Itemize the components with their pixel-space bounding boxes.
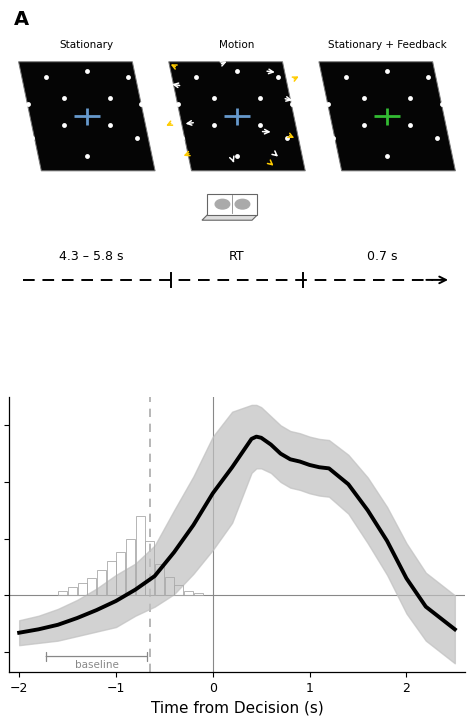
Bar (58, 591, 67, 595)
Bar (208, 194, 257, 215)
Text: baseline: baseline (75, 660, 118, 670)
Polygon shape (319, 61, 456, 171)
Bar (87, 578, 96, 595)
Text: 4.3 – 5.8 s: 4.3 – 5.8 s (59, 250, 124, 263)
Text: A: A (14, 10, 29, 29)
Text: Motion: Motion (219, 40, 255, 50)
Polygon shape (169, 61, 305, 171)
Polygon shape (202, 215, 257, 221)
Circle shape (235, 200, 250, 209)
Bar (184, 591, 193, 595)
Text: Stationary: Stationary (60, 40, 114, 50)
Bar (78, 583, 87, 595)
Bar (97, 570, 106, 595)
Bar (68, 587, 77, 595)
Bar (116, 552, 125, 595)
Bar (174, 585, 183, 595)
Text: 0.7 s: 0.7 s (367, 250, 398, 263)
Bar (136, 516, 145, 595)
Text: Stationary + Feedback: Stationary + Feedback (328, 40, 447, 50)
Circle shape (215, 200, 230, 209)
X-axis label: Time from Decision (s): Time from Decision (s) (151, 701, 323, 716)
Polygon shape (18, 61, 155, 171)
Text: RT: RT (229, 250, 245, 263)
Bar (126, 539, 135, 595)
Bar (146, 541, 155, 595)
Bar (107, 561, 116, 595)
Bar (165, 577, 173, 595)
Bar (194, 593, 203, 595)
Bar (155, 564, 164, 595)
